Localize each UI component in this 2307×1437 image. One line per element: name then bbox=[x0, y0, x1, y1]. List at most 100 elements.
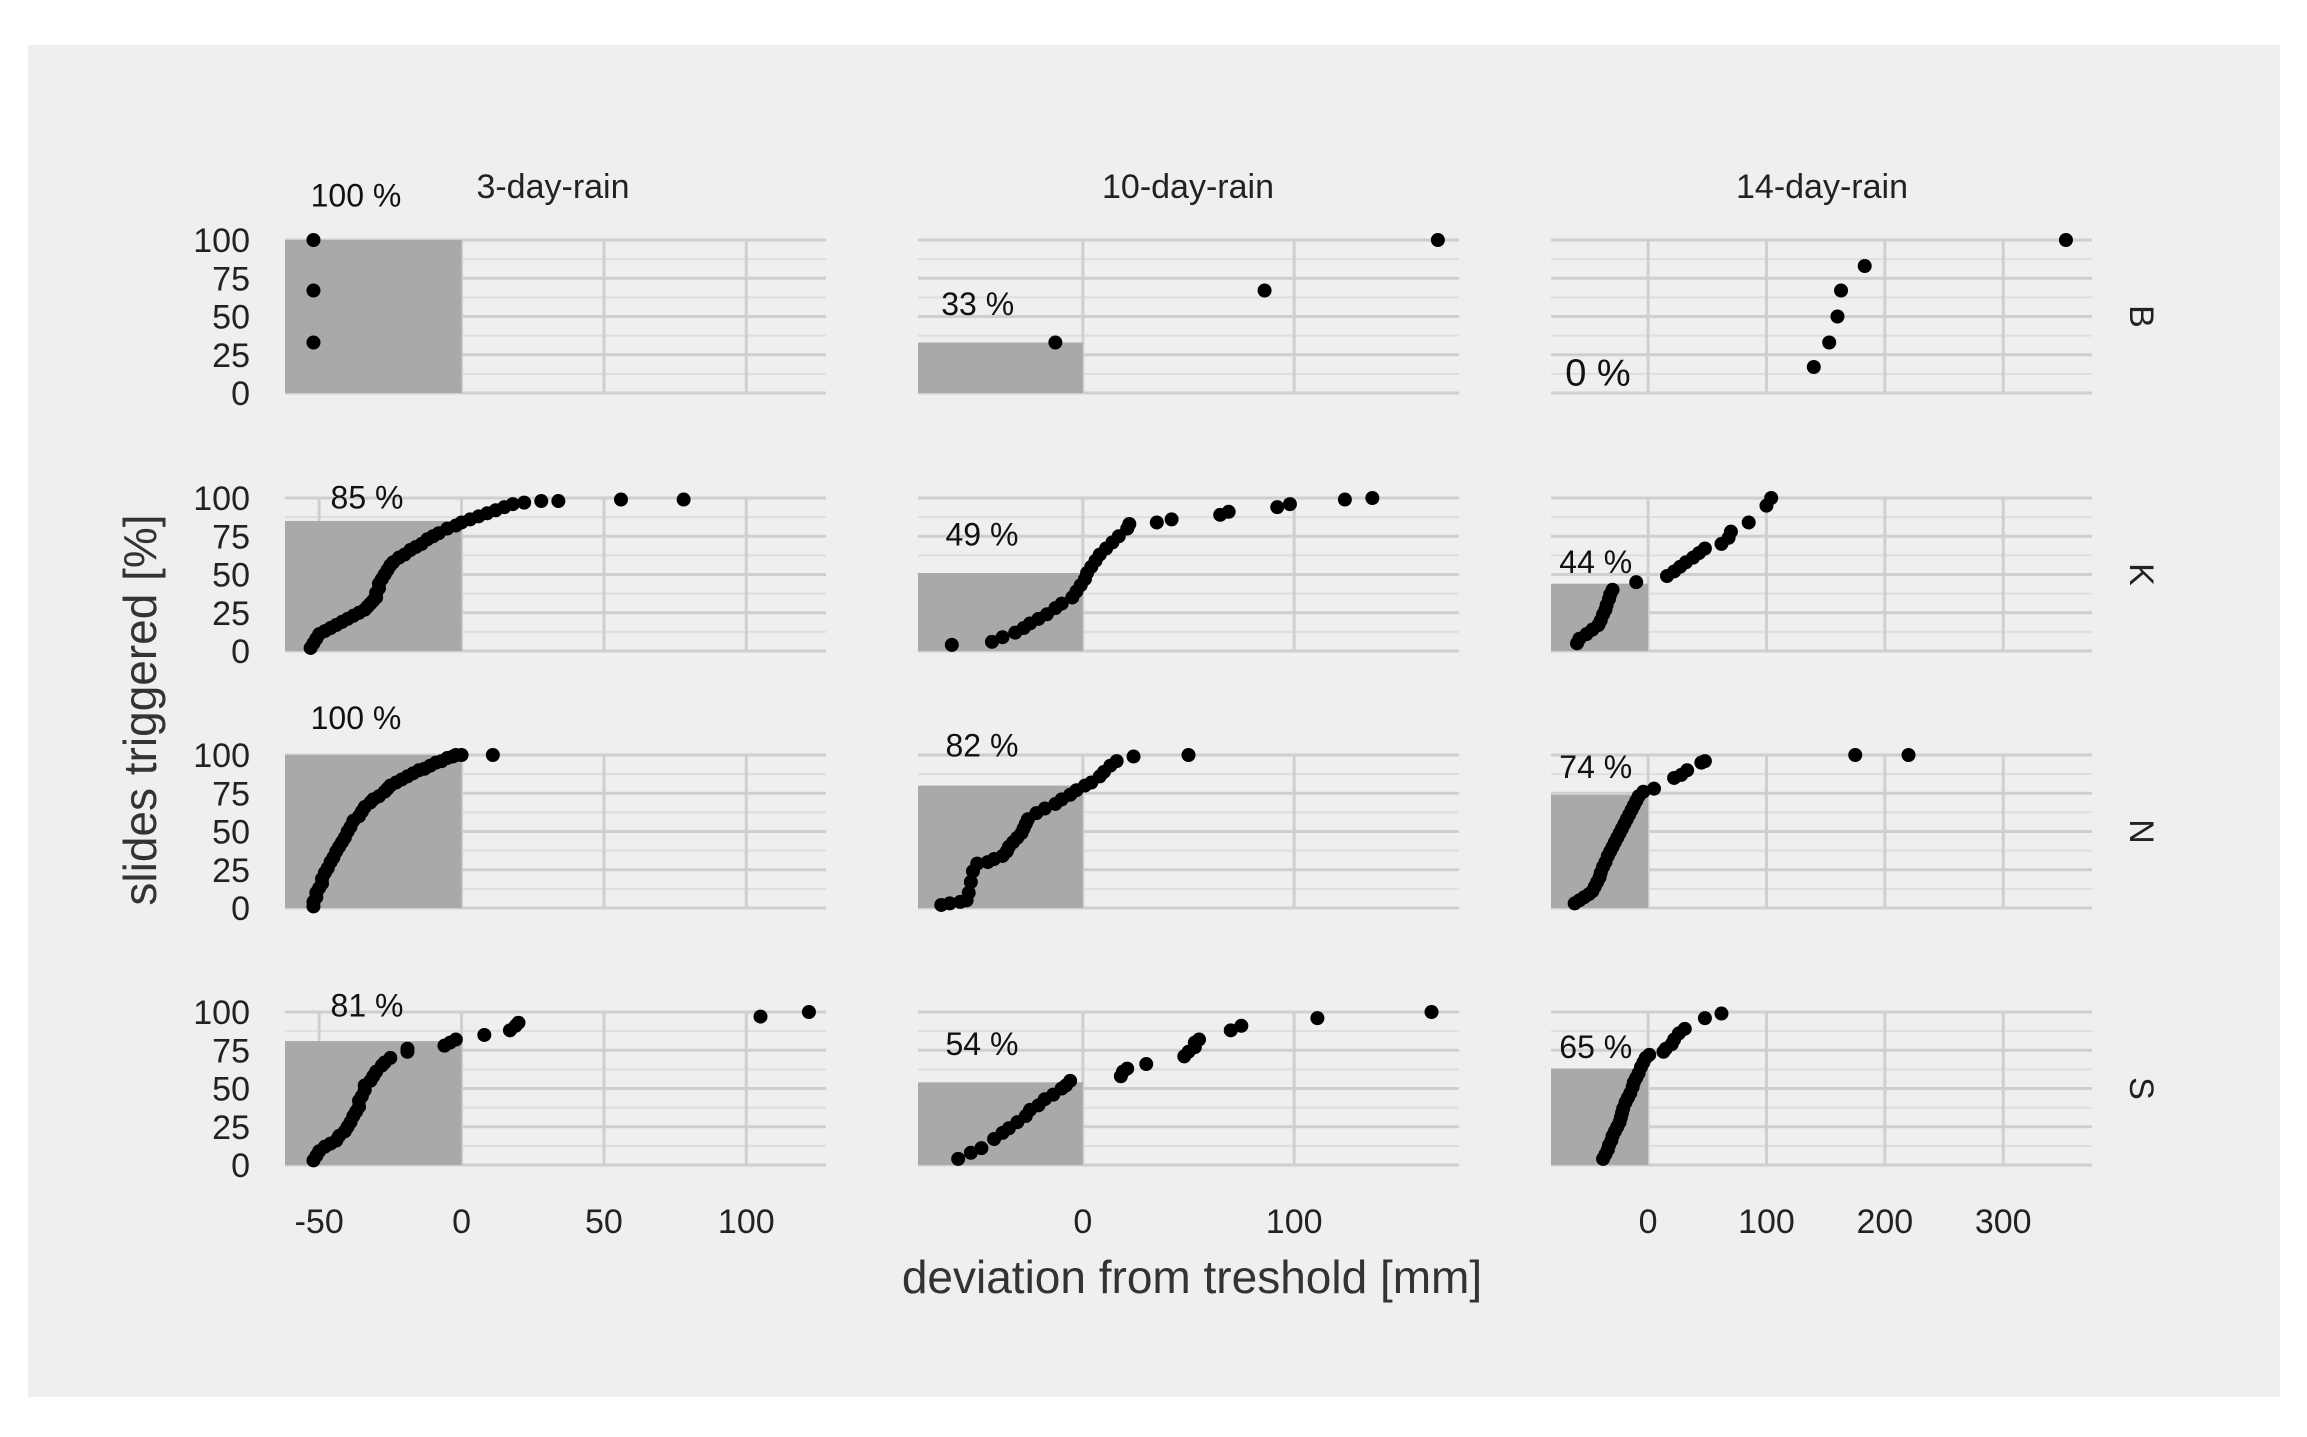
data-point bbox=[448, 1032, 463, 1047]
data-point bbox=[1365, 491, 1380, 505]
data-point bbox=[963, 1145, 978, 1160]
y-tick-label: 75 bbox=[212, 260, 250, 298]
data-point bbox=[1680, 763, 1695, 778]
data-point bbox=[1337, 492, 1352, 507]
row-label-N: N bbox=[2122, 819, 2160, 844]
y-tick-label: 25 bbox=[212, 337, 250, 375]
data-point bbox=[511, 1015, 526, 1030]
data-point bbox=[1221, 504, 1236, 519]
data-point bbox=[1629, 575, 1644, 590]
y-tick-label: 100 bbox=[193, 994, 250, 1032]
x-tick-label: -50 bbox=[295, 1203, 344, 1241]
label-layer: 3-day-rain 10-day-rain 14-day-rainBKNS1007… bbox=[193, 168, 2160, 1241]
data-point bbox=[1723, 524, 1738, 539]
grid-layer bbox=[285, 238, 2092, 1167]
percent-label: 82 % bbox=[945, 728, 1018, 764]
data-point bbox=[1677, 1021, 1692, 1036]
percent-label: 65 % bbox=[1559, 1029, 1632, 1065]
shaded-region bbox=[285, 755, 462, 908]
data-point bbox=[1181, 748, 1196, 762]
data-point bbox=[477, 1027, 492, 1042]
shade-layer bbox=[285, 240, 1649, 1165]
data-point bbox=[306, 233, 321, 247]
data-point bbox=[1120, 1061, 1135, 1076]
data-point bbox=[1149, 515, 1164, 530]
data-point bbox=[534, 494, 549, 509]
data-point bbox=[1310, 1011, 1325, 1026]
data-point bbox=[383, 1050, 398, 1065]
data-point bbox=[517, 495, 532, 510]
data-point bbox=[1234, 1018, 1249, 1033]
data-point bbox=[400, 1041, 415, 1056]
data-point bbox=[1282, 497, 1297, 512]
data-point bbox=[995, 630, 1010, 645]
point-layer bbox=[303, 233, 2073, 1168]
data-point bbox=[1054, 596, 1069, 611]
data-point bbox=[801, 1005, 816, 1019]
data-point bbox=[676, 492, 691, 507]
data-point bbox=[1063, 1073, 1078, 1088]
y-tick-label: 25 bbox=[212, 1109, 250, 1147]
data-point bbox=[970, 856, 985, 871]
percent-label: 0 % bbox=[1565, 352, 1630, 394]
percent-label: 44 % bbox=[1559, 544, 1632, 580]
shaded-region bbox=[285, 1041, 462, 1165]
data-point bbox=[306, 335, 321, 350]
x-axis-title: deviation from treshold [mm] bbox=[902, 1251, 1482, 1303]
column-title-1: 3-day-rain bbox=[476, 168, 629, 206]
data-point bbox=[1830, 309, 1845, 324]
percent-label: 81 % bbox=[331, 988, 404, 1024]
data-point bbox=[1806, 359, 1821, 374]
data-point bbox=[963, 874, 978, 889]
data-point bbox=[505, 497, 520, 512]
row-label-S: S bbox=[2122, 1077, 2160, 1100]
data-point bbox=[1741, 515, 1756, 530]
data-point bbox=[306, 283, 321, 298]
percent-label: 54 % bbox=[945, 1026, 1018, 1062]
data-point bbox=[1122, 517, 1137, 532]
data-point bbox=[1646, 781, 1661, 796]
y-tick-label: 100 bbox=[193, 737, 250, 775]
data-point bbox=[1223, 1023, 1238, 1038]
x-tick-label: 0 bbox=[452, 1203, 471, 1241]
data-point bbox=[1636, 784, 1651, 799]
y-tick-label: 100 bbox=[193, 222, 250, 260]
data-point bbox=[613, 492, 628, 507]
column-title-3: 14-day-rain bbox=[1736, 168, 1908, 206]
data-point bbox=[944, 637, 959, 652]
percent-label: 100 % bbox=[311, 700, 402, 736]
y-tick-label: 0 bbox=[231, 1147, 250, 1185]
percent-label: 85 % bbox=[331, 480, 404, 516]
x-tick-label: 300 bbox=[1975, 1203, 2032, 1241]
data-point bbox=[1697, 541, 1712, 556]
data-point bbox=[1109, 754, 1124, 769]
data-point bbox=[454, 748, 469, 762]
data-point bbox=[1714, 1006, 1729, 1021]
x-tick-label: 100 bbox=[1266, 1203, 1323, 1241]
data-point bbox=[1270, 500, 1285, 515]
data-point bbox=[1901, 748, 1916, 762]
y-tick-label: 0 bbox=[231, 375, 250, 413]
x-tick-label: 0 bbox=[1639, 1203, 1658, 1241]
y-tick-label: 0 bbox=[231, 890, 250, 928]
data-point bbox=[974, 1141, 989, 1156]
x-tick-label: 0 bbox=[1073, 1203, 1092, 1241]
percent-label: 74 % bbox=[1559, 749, 1632, 785]
data-point bbox=[753, 1009, 768, 1024]
y-tick-label: 100 bbox=[193, 480, 250, 518]
row-label-B: B bbox=[2122, 305, 2160, 328]
y-tick-label: 50 bbox=[212, 557, 250, 595]
y-tick-label: 75 bbox=[212, 775, 250, 813]
data-point bbox=[951, 1151, 966, 1166]
data-point bbox=[551, 494, 566, 509]
data-point bbox=[1857, 259, 1872, 274]
x-tick-label: 200 bbox=[1856, 1203, 1913, 1241]
data-point bbox=[1126, 749, 1141, 764]
y-tick-label: 25 bbox=[212, 595, 250, 633]
data-point bbox=[1605, 582, 1620, 597]
data-point bbox=[942, 896, 957, 911]
y-tick-label: 25 bbox=[212, 852, 250, 890]
y-tick-label: 50 bbox=[212, 814, 250, 852]
data-point bbox=[1822, 335, 1837, 350]
